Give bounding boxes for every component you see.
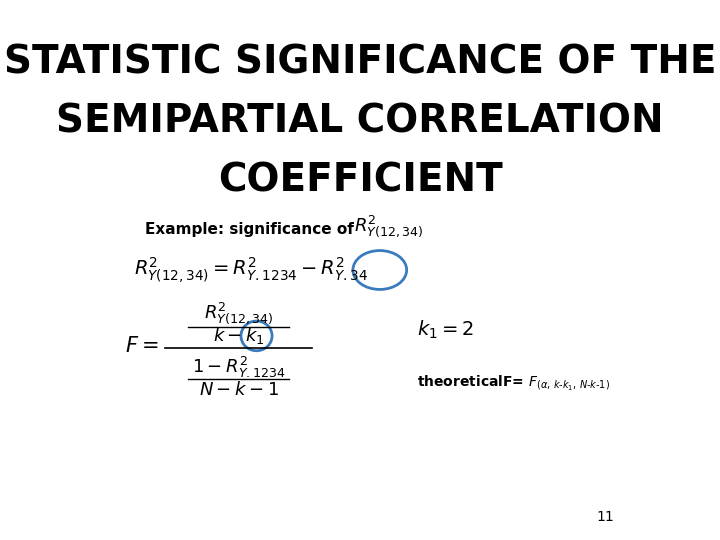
Text: theoreticalF= $F_{(\alpha,\, k\text{-}k_1,\, N\text{-}k\text{-}1)}$: theoreticalF= $F_{(\alpha,\, k\text{-}k_… [417, 374, 610, 393]
Text: 11: 11 [597, 510, 614, 524]
Text: $k - k_1$: $k - k_1$ [212, 326, 264, 346]
Text: $F =$: $F =$ [125, 335, 159, 356]
Text: SEMIPARTIAL CORRELATION: SEMIPARTIAL CORRELATION [56, 103, 664, 140]
Text: $1 - R^2_{Y.1234}$: $1 - R^2_{Y.1234}$ [192, 355, 285, 380]
Text: STATISTIC SIGNIFICANCE OF THE: STATISTIC SIGNIFICANCE OF THE [4, 43, 716, 81]
Text: $k_1 = 2$: $k_1 = 2$ [417, 318, 473, 341]
Text: COEFFICIENT: COEFFICIENT [217, 162, 503, 200]
Text: $R^2_{Y(12,34)} = R^2_{Y.1234} - R^2_{Y.34}$: $R^2_{Y(12,34)} = R^2_{Y.1234} - R^2_{Y.… [134, 255, 368, 285]
Text: $R^2_{Y(12,34)}$: $R^2_{Y(12,34)}$ [354, 213, 424, 239]
Text: $N - k - 1$: $N - k - 1$ [199, 381, 279, 399]
Text: $R^2_{Y(12,34)}$: $R^2_{Y(12,34)}$ [204, 300, 273, 326]
Text: Example: significance of: Example: significance of [145, 222, 354, 237]
